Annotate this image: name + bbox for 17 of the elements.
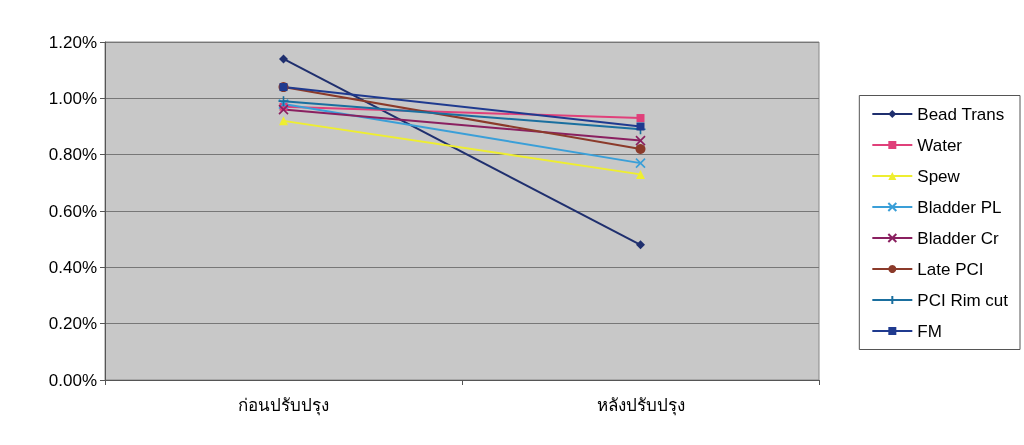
y-tick-label: 0.20% <box>48 314 97 334</box>
y-tick-label: 0.60% <box>48 201 97 221</box>
legend-label: Spew <box>917 166 961 186</box>
legend-label: FM <box>917 321 942 341</box>
legend-label: Bladder Cr <box>917 228 999 248</box>
legend-label: Water <box>917 135 963 155</box>
legend-label: Late PCI <box>917 259 984 279</box>
y-tick-label: 0.80% <box>48 145 97 165</box>
y-tick-label: 0.40% <box>48 257 97 277</box>
legend-label: Bead Trans <box>917 104 1005 124</box>
x-tick-label: หลังปรับปรุง <box>596 394 685 416</box>
x-tick-label: ก่อนปรับปรุง <box>238 394 329 416</box>
legend-label: PCI Rim cut <box>917 290 1009 310</box>
y-tick-label: 0.00% <box>48 370 97 390</box>
y-tick-label: 1.20% <box>48 32 97 52</box>
legend-label: Bladder PL <box>917 197 1002 217</box>
y-tick-label: 1.00% <box>48 88 97 108</box>
